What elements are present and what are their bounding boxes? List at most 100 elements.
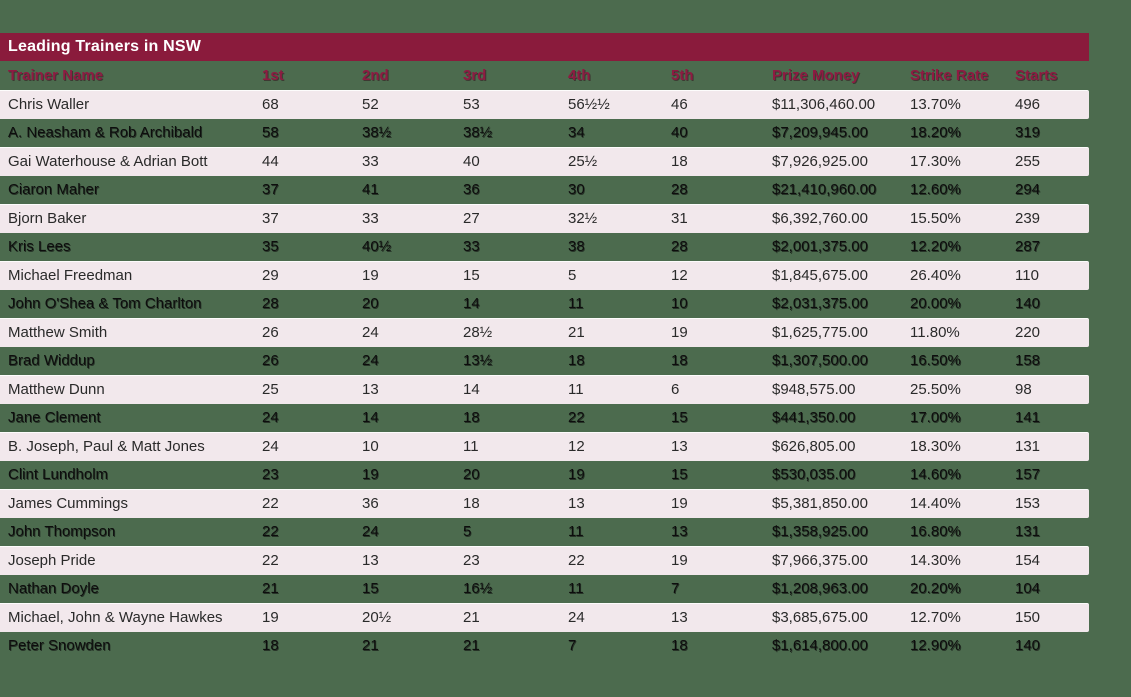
cell-5th: 6 (671, 381, 680, 399)
cell-prize-money: $1,307,500.00 (772, 352, 868, 370)
cell-prize-money: $1,358,925.00 (772, 523, 868, 541)
cell-strike-rate: 18.20% (910, 124, 961, 142)
cell-strike-rate: 12.90% (910, 637, 961, 655)
table-row: Nathan Doyle 21 15 16½ 11 7 $1,208,963.00 20.20… (0, 575, 1089, 604)
table-row: Kris Lees 35 40½ 33 38 28 $2,001,375.00 12.20% 2… (0, 233, 1089, 262)
cell-starts: 153 (1015, 495, 1041, 513)
cell-starts: 104 (1015, 580, 1041, 598)
cell-1st: 58 (262, 124, 279, 142)
cell-1st: 44 (262, 153, 279, 171)
cell-2nd: 10 (362, 438, 379, 456)
cell-starts: 150 (1015, 609, 1041, 627)
cell-prize-money: $1,208,963.00 (772, 580, 868, 598)
cell-trainer-name: John O'Shea & Tom Charlton (8, 295, 202, 313)
cell-prize-money: $441,350.00 (772, 409, 856, 427)
cell-prize-money: $2,001,375.00 (772, 238, 868, 256)
table-row: John O'Shea & Tom Charlton 28 20 14 11 10 $2,0… (0, 290, 1089, 319)
column-header-starts: Starts (1015, 67, 1058, 84)
cell-prize-money: $530,035.00 (772, 466, 856, 484)
cell-5th: 12 (671, 267, 688, 285)
table-row: Chris Waller 68 52 53 56½½ 46 $11,306,460.00 13… (0, 90, 1089, 119)
cell-2nd: 19 (362, 466, 379, 484)
cell-1st: 22 (262, 495, 279, 513)
column-header-3rd: 3rd (463, 67, 487, 84)
cell-1st: 68 (262, 96, 279, 114)
column-header-4th: 4th (568, 67, 591, 84)
cell-4th: 18 (568, 352, 585, 370)
cell-1st: 28 (262, 295, 279, 313)
cell-2nd: 13 (362, 552, 379, 570)
cell-1st: 22 (262, 552, 279, 570)
cell-4th: 11 (568, 580, 584, 598)
cell-prize-money: $1,845,675.00 (772, 267, 868, 285)
cell-3rd: 5 (463, 523, 472, 541)
cell-strike-rate: 14.40% (910, 495, 961, 513)
cell-1st: 22 (262, 523, 279, 541)
cell-4th: 34 (568, 124, 585, 142)
cell-2nd: 24 (362, 324, 379, 342)
cell-2nd: 36 (362, 495, 379, 513)
column-header-2nd: 2nd (362, 67, 389, 84)
cell-strike-rate: 18.30% (910, 438, 961, 456)
table-row: Michael, John & Wayne Hawkes 19 20½ 21 24 13 $… (0, 603, 1089, 632)
cell-starts: 158 (1015, 352, 1041, 370)
cell-4th: 11 (568, 381, 584, 399)
table-row: James Cummings 22 36 18 13 19 $5,381,850.00 14.… (0, 489, 1089, 518)
cell-3rd: 18 (463, 409, 480, 427)
table-title: Leading Trainers in NSW (8, 38, 202, 55)
cell-1st: 37 (262, 210, 279, 228)
cell-3rd: 15 (463, 267, 480, 285)
cell-starts: 220 (1015, 324, 1041, 342)
cell-3rd: 13½ (463, 352, 493, 370)
table-title-bar: Leading Trainers in NSW (0, 33, 1089, 61)
cell-4th: 25½ (568, 153, 598, 171)
table-row: Michael Freedman 29 19 15 5 12 $1,845,675.00 26… (0, 261, 1089, 290)
cell-3rd: 14 (463, 381, 480, 399)
cell-2nd: 19 (362, 267, 379, 285)
cell-starts: 319 (1015, 124, 1041, 142)
cell-strike-rate: 14.60% (910, 466, 961, 484)
cell-trainer-name: B. Joseph, Paul & Matt Jones (8, 438, 205, 456)
cell-strike-rate: 26.40% (910, 267, 961, 285)
cell-trainer-name: Ciaron Maher (8, 181, 99, 199)
cell-prize-money: $948,575.00 (772, 381, 856, 399)
cell-4th: 11 (568, 295, 584, 313)
cell-3rd: 33 (463, 238, 480, 256)
cell-strike-rate: 13.70% (910, 96, 961, 114)
cell-starts: 239 (1015, 210, 1041, 228)
cell-1st: 25 (262, 381, 279, 399)
cell-strike-rate: 20.00% (910, 295, 961, 313)
cell-prize-money: $1,614,800.00 (772, 637, 868, 655)
cell-starts: 140 (1015, 295, 1041, 313)
cell-4th: 5 (568, 267, 577, 285)
cell-strike-rate: 14.30% (910, 552, 961, 570)
cell-strike-rate: 16.80% (910, 523, 961, 541)
leading-trainers-table: Leading Trainers in NSW Trainer Name 1st 2… (0, 33, 1089, 660)
cell-5th: 15 (671, 409, 688, 427)
cell-trainer-name: A. Neasham & Rob Archibald (8, 124, 203, 142)
cell-4th: 38 (568, 238, 585, 256)
cell-3rd: 27 (463, 210, 480, 228)
cell-3rd: 21 (463, 609, 480, 627)
cell-trainer-name: Joseph Pride (8, 552, 96, 570)
cell-2nd: 24 (362, 352, 379, 370)
cell-1st: 37 (262, 181, 279, 199)
cell-2nd: 24 (362, 523, 379, 541)
cell-strike-rate: 17.00% (910, 409, 961, 427)
table-body: Chris Waller 68 52 53 56½½ 46 $11,306,460.00 13… (0, 90, 1089, 660)
cell-prize-money: $626,805.00 (772, 438, 856, 456)
cell-prize-money: $6,392,760.00 (772, 210, 868, 228)
cell-trainer-name: Kris Lees (8, 238, 71, 256)
cell-4th: 22 (568, 409, 585, 427)
cell-2nd: 15 (362, 580, 379, 598)
cell-2nd: 20½ (362, 609, 392, 627)
column-header-1st: 1st (262, 67, 284, 84)
cell-3rd: 23 (463, 552, 480, 570)
table-row: B. Joseph, Paul & Matt Jones 24 10 11 12 13 $6… (0, 432, 1089, 461)
cell-4th: 32½ (568, 210, 598, 228)
cell-prize-money: $3,685,675.00 (772, 609, 868, 627)
cell-2nd: 38½ (362, 124, 392, 142)
cell-strike-rate: 17.30% (910, 153, 961, 171)
table-row: Matthew Smith 26 24 28½ 21 19 $1,625,775.00 11.… (0, 318, 1089, 347)
cell-starts: 141 (1015, 409, 1041, 427)
